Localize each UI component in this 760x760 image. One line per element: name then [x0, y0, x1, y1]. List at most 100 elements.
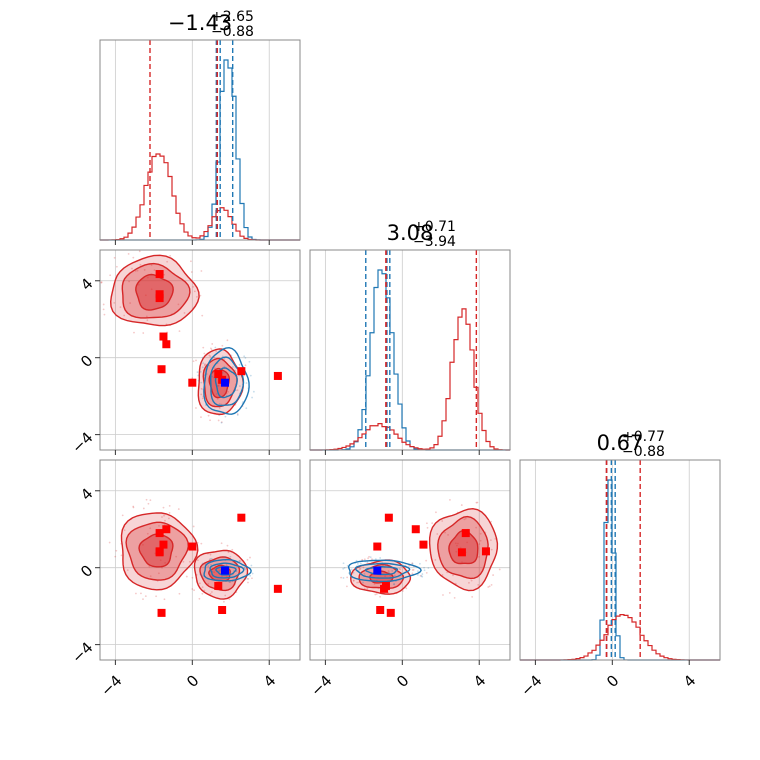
scatter-dot	[431, 522, 434, 525]
scatter-dot	[363, 587, 366, 590]
scatter-dot	[464, 517, 467, 520]
scatter-dot	[363, 558, 366, 561]
scatter-dot	[251, 396, 253, 399]
scatter-dot	[223, 358, 226, 360]
scatter-dot	[479, 532, 482, 535]
scatter-dot	[147, 502, 150, 505]
title-1-main: −1.43	[168, 11, 232, 35]
scatter-dot	[201, 356, 204, 359]
scatter-dot	[163, 514, 165, 517]
scatter-dot	[209, 347, 212, 350]
contour-blue-2	[342, 556, 430, 586]
scatter-dot	[243, 355, 246, 358]
scatter-dot	[132, 505, 135, 508]
scatter-dot	[163, 598, 166, 601]
scatter-dot	[209, 558, 212, 560]
scatter-dot	[203, 374, 206, 377]
scatter-dot	[207, 414, 210, 417]
scatter-dot	[102, 303, 105, 306]
x-tick-label-2-0: −4	[517, 672, 545, 700]
scatter-dot	[393, 583, 395, 586]
scatter-dot	[207, 582, 210, 585]
scatter-dot	[190, 271, 193, 273]
scatter-dot	[199, 573, 202, 576]
scatter-dot	[201, 314, 204, 317]
scatter-dot	[225, 563, 228, 566]
scatter-dot	[142, 332, 145, 334]
scatter-dot	[229, 574, 231, 577]
scatter-dot	[199, 582, 201, 585]
contour-level-blue-2-1	[354, 562, 411, 579]
scatter-dot	[149, 499, 152, 502]
scatter-dot	[346, 576, 349, 579]
scatter-dot	[242, 374, 245, 377]
scatter-dot	[218, 402, 221, 405]
scatter-dot	[461, 561, 463, 564]
scatter-dot	[108, 541, 111, 544]
scatter-dot	[345, 585, 348, 588]
scatter-dot	[202, 362, 205, 365]
scatter-dot	[196, 371, 199, 374]
scatter-dot	[436, 533, 439, 535]
scatter-dot	[140, 592, 142, 595]
scatter-dot	[412, 568, 415, 571]
scatter-dot	[123, 529, 126, 532]
scatter-dot	[456, 544, 458, 547]
scatter-dot	[100, 281, 103, 284]
title-2-main: 3.08	[387, 221, 434, 245]
scatter-dot	[119, 306, 122, 309]
scatter-dot	[249, 556, 251, 559]
scatter-dot	[200, 381, 203, 384]
scatter-dot	[157, 572, 160, 575]
scatter-dot	[475, 501, 478, 504]
title-3-plus: +0.77	[622, 429, 665, 445]
scatter-dot	[391, 569, 394, 572]
scatter-dot	[466, 541, 469, 544]
scatter-dot	[449, 498, 451, 501]
scatter-dot	[487, 586, 490, 588]
scatter-dot	[137, 283, 140, 286]
scatter-dot	[384, 575, 386, 578]
scatter-dot	[191, 576, 194, 579]
scatter-dot	[238, 374, 240, 377]
scatter-dot	[246, 558, 249, 561]
scatter-dot	[379, 557, 382, 559]
scatter-dot	[355, 559, 358, 562]
scatter-dot	[219, 569, 222, 572]
scatter-dot	[362, 566, 365, 569]
scatter-dot	[209, 419, 211, 422]
scatter-dot	[366, 561, 369, 564]
scatter-dot	[209, 355, 212, 358]
frame-0-0	[99, 39, 301, 241]
contour-level-blue-0-2	[214, 367, 238, 399]
scatter-dot	[251, 572, 254, 575]
scatter-dot	[162, 506, 165, 509]
scatter-dot	[425, 522, 428, 525]
scatter-dot	[199, 294, 202, 297]
scatter-dot	[115, 549, 118, 552]
marker-marker_blue-0-2-1	[373, 566, 382, 575]
scatter-dot	[470, 579, 473, 582]
scatter-dot	[250, 564, 253, 567]
scatter-dot	[201, 586, 204, 589]
scatter-dot	[218, 414, 221, 417]
scatter-dot	[454, 542, 457, 545]
scatter-dot	[178, 592, 181, 595]
scatter-dot	[477, 583, 480, 586]
scatter-dot	[215, 350, 218, 352]
title-1-plus: +2.65	[211, 9, 254, 25]
scatter-dot	[149, 575, 152, 578]
scatter-dot	[113, 301, 116, 304]
panels	[100, 40, 720, 660]
scatter-dot	[427, 567, 430, 569]
scatter-dot	[201, 562, 204, 565]
scatter-dot	[425, 572, 428, 574]
scatter-dot	[224, 594, 227, 597]
scatter-dot	[145, 498, 148, 501]
scatter-dot	[221, 575, 223, 577]
scatter-dot	[228, 581, 231, 583]
scatter-dot	[120, 554, 123, 557]
scatter-dot	[149, 527, 152, 530]
scatter-dot	[200, 416, 202, 419]
